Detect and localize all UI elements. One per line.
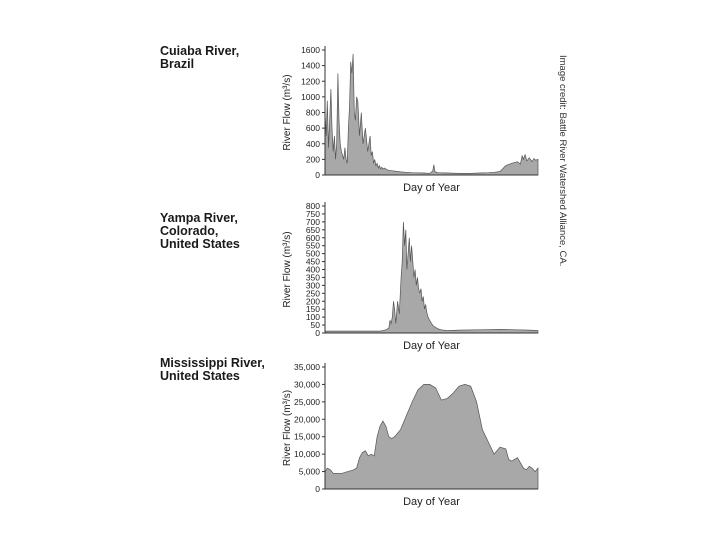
y-tick-label: 30,000 [294, 379, 320, 389]
y-tick-label: 750 [306, 209, 320, 219]
y-tick-label: 300 [306, 280, 320, 290]
chart-yampa: 0501001502002503003504004505005506006507… [282, 201, 539, 352]
y-tick-label: 0 [315, 328, 320, 338]
chart-mississippi: 0 5,000 10,000 15,000 20,000 25,000 30,000 35,0… [282, 362, 539, 508]
chart-title-yampa: Yampa River, Colorado, United States [160, 211, 240, 251]
series-area-cuiaba [324, 53, 539, 176]
y-axis-label: River Flow (m³/s) [282, 390, 293, 466]
y-tick-label: 200 [306, 154, 320, 164]
y-tick-label: 35,000 [294, 362, 320, 372]
chart-title-cuiaba: Cuiaba River, Brazil [160, 44, 240, 71]
y-tick-label: 1200 [301, 76, 320, 86]
image-credit-text: Image credit: Battle River Watershed All… [557, 55, 568, 267]
x-axis-label: Day of Year [403, 340, 460, 352]
y-tick-label: 1000 [301, 92, 320, 102]
chart-cuiaba: 0 200 400 600 800 1000 1200 1400 1600 Day of Year… [282, 45, 539, 194]
y-tick-label: 800 [306, 201, 320, 211]
y-tick-label: 550 [306, 241, 320, 251]
y-tick-label: 15,000 [294, 432, 320, 442]
y-tick-label: 650 [306, 225, 320, 235]
y-tick-label: 150 [306, 304, 320, 314]
y-tick-label: 0 [315, 484, 320, 494]
y-tick-label: 25,000 [294, 397, 320, 407]
series-area-yampa [324, 221, 539, 334]
y-tick-label: 600 [306, 233, 320, 243]
y-tick-label: 400 [306, 265, 320, 275]
y-tick-label: 350 [306, 272, 320, 282]
chart-title-mississippi: Mississippi River, United States [160, 356, 265, 383]
y-tick-label: 500 [306, 249, 320, 259]
y-tick-label: 400 [306, 139, 320, 149]
y-tick-label: 50 [311, 320, 321, 330]
x-axis-label: Day of Year [403, 496, 460, 508]
x-axis-label: Day of Year [403, 182, 460, 194]
y-tick-label: 0 [315, 170, 320, 180]
y-tick-label: 1400 [301, 61, 320, 71]
y-tick-label: 1600 [301, 45, 320, 55]
y-tick-label: 700 [306, 217, 320, 227]
y-tick-label: 450 [306, 257, 320, 267]
image-credit: Image credit: Battle River Watershed All… [556, 55, 570, 285]
y-tick-label: 100 [306, 312, 320, 322]
y-tick-label: 250 [306, 288, 320, 298]
y-tick-label: 600 [306, 123, 320, 133]
y-tick-label: 10,000 [294, 449, 320, 459]
y-axis-label: River Flow (m³/s) [282, 231, 293, 307]
series-area-mississippi [324, 384, 539, 490]
y-tick-label: 5,000 [299, 467, 321, 477]
y-axis-label: River Flow (m³/s) [282, 74, 293, 150]
y-tick-label: 20,000 [294, 414, 320, 424]
y-tick-label: 800 [306, 108, 320, 118]
y-tick-label: 200 [306, 296, 320, 306]
